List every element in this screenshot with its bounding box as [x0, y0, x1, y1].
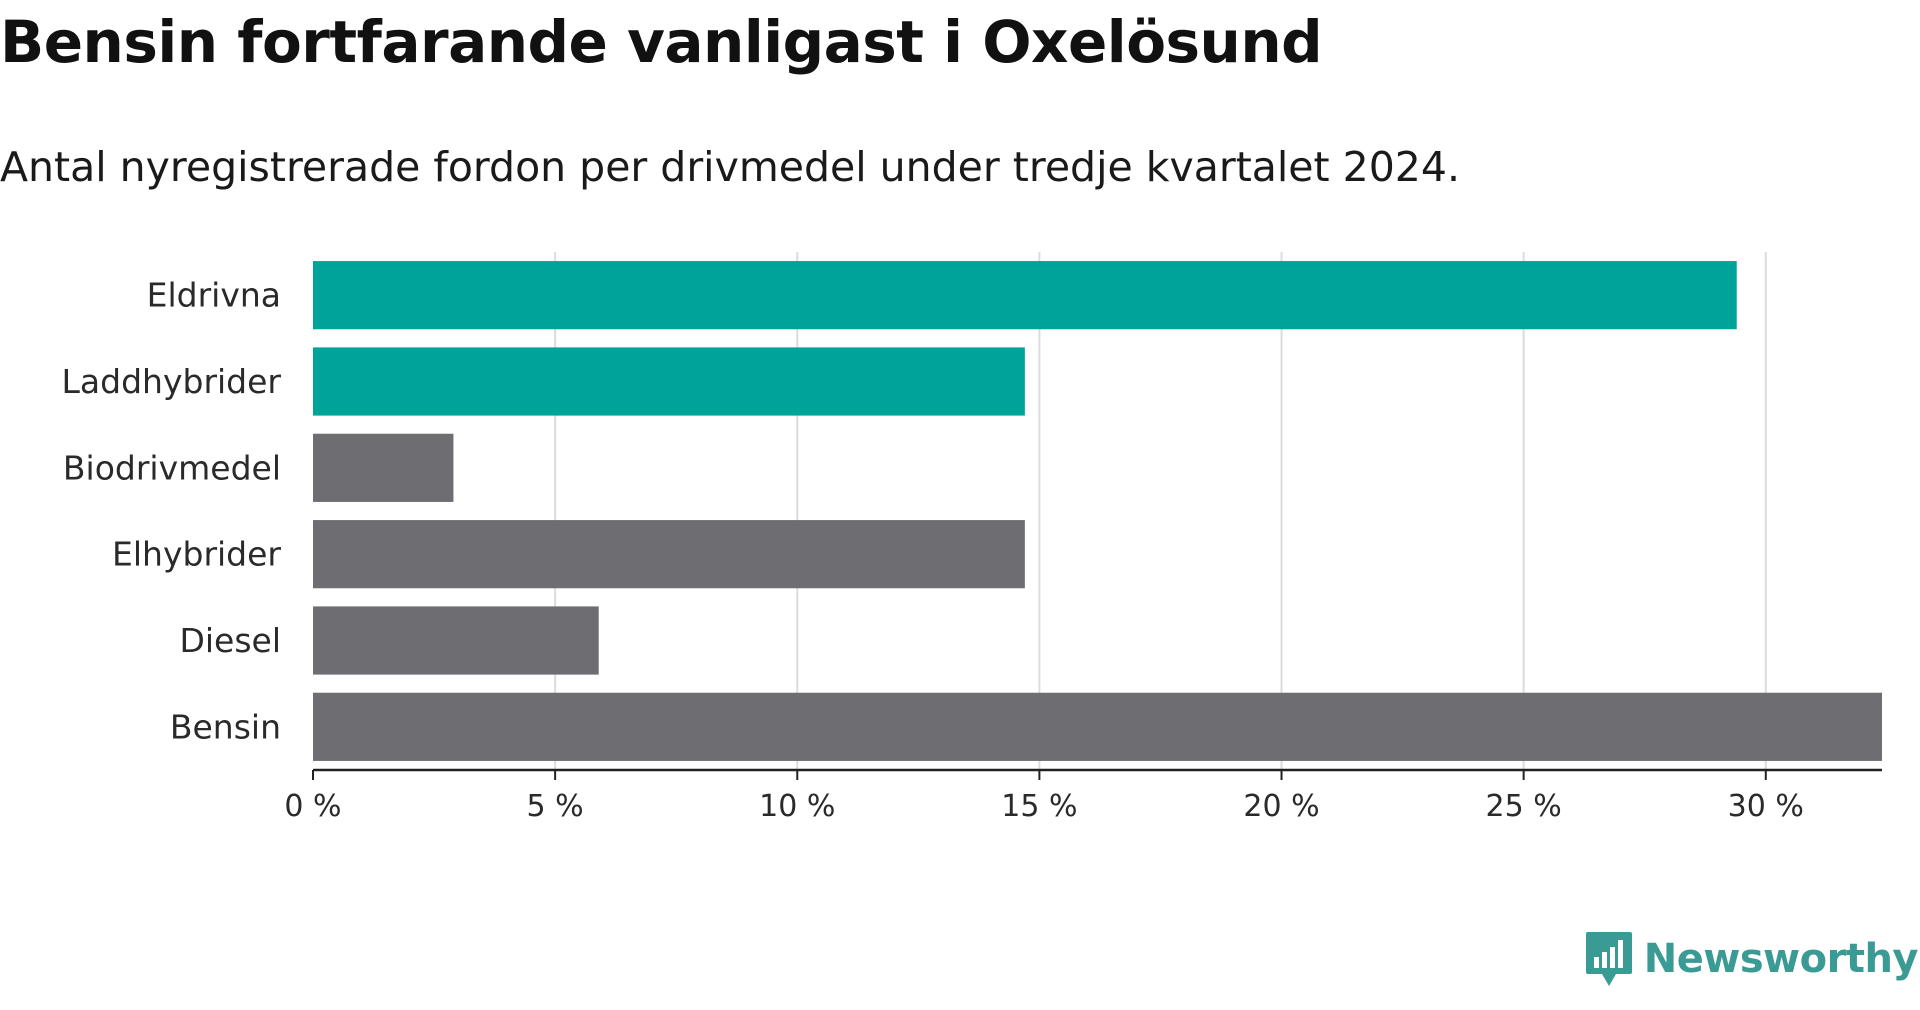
x-tick-label: 25 % — [1486, 789, 1562, 824]
category-label: Biodrivmedel — [63, 448, 281, 487]
x-tick-label: 20 % — [1243, 789, 1319, 824]
bar-elhybrider — [313, 520, 1025, 589]
bar-biodrivmedel — [313, 433, 454, 502]
brand-name: Newsworthy — [1643, 936, 1919, 982]
bar-chart: Eldrivna Laddhybrider Biodrivmedel Elhybrid… — [62, 252, 1882, 824]
category-label: Laddhybrider — [62, 362, 282, 401]
category-label: Eldrivna — [147, 276, 281, 315]
category-label: Bensin — [170, 707, 281, 746]
x-tick-label: 5 % — [527, 789, 584, 824]
newsworthy-logo: Newsworthy — [1584, 930, 1919, 988]
bar-diesel — [313, 606, 599, 675]
x-tick-label: 30 % — [1728, 789, 1804, 824]
x-tick-label: 15 % — [1001, 789, 1077, 824]
newsworthy-chart-bubble-icon — [1585, 932, 1632, 986]
x-tick-label: 0 % — [284, 789, 341, 824]
category-label: Diesel — [179, 621, 281, 660]
x-tick-label: 10 % — [759, 789, 835, 824]
chart-title: Bensin fortfarande vanligast i Oxelösund — [0, 8, 1323, 76]
bar-bensin — [313, 692, 1882, 761]
category-label: Elhybrider — [112, 535, 281, 574]
bar-laddhybrider — [313, 347, 1025, 416]
chart-subtitle: Antal nyregistrerade fordon per drivmede… — [0, 143, 1461, 191]
bar-eldrivna — [313, 261, 1737, 330]
